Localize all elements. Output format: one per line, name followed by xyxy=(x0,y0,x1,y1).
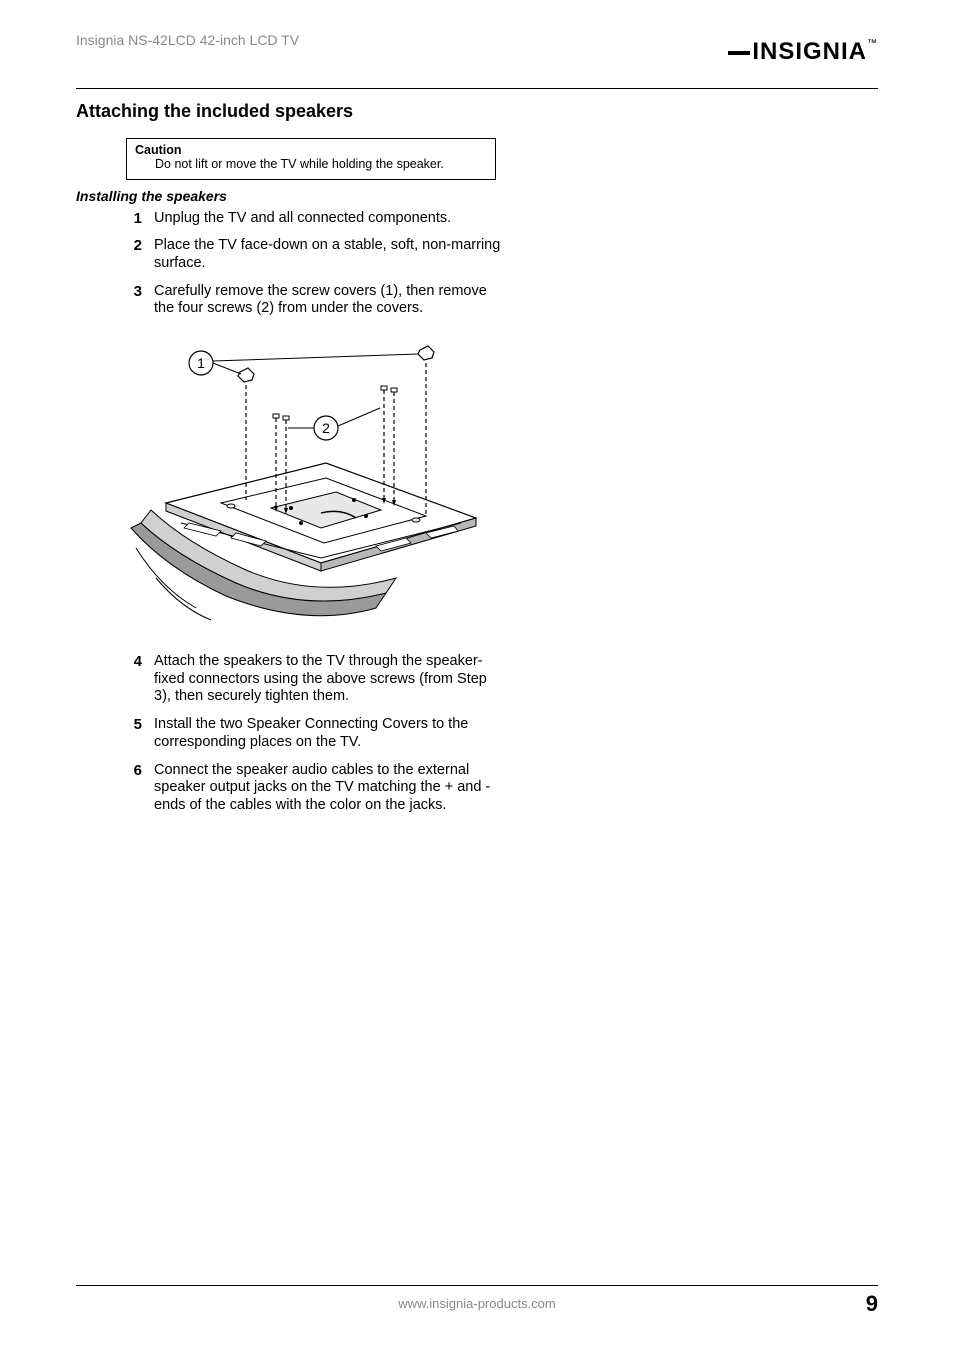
step-item: 5 Install the two Speaker Connecting Cov… xyxy=(126,716,506,751)
step-text: Place the TV face-down on a stable, soft… xyxy=(154,237,506,272)
caution-box: Caution Do not lift or move the TV while… xyxy=(126,138,496,180)
steps-list: 1 Unplug the TV and all connected compon… xyxy=(126,210,506,318)
step-number: 1 xyxy=(126,210,154,228)
section-title: Attaching the included speakers xyxy=(76,101,878,122)
callout-2: 2 xyxy=(322,420,330,436)
brand-logo: INSIGNIA™ xyxy=(728,38,878,66)
steps-list-continued: 4 Attach the speakers to the TV through … xyxy=(126,653,506,815)
step-text: Connect the speaker audio cables to the … xyxy=(154,762,506,815)
brand-text: INSIGNIA xyxy=(752,38,867,65)
assembly-diagram: 1 2 xyxy=(126,328,878,643)
step-item: 4 Attach the speakers to the TV through … xyxy=(126,653,506,706)
step-item: 1 Unplug the TV and all connected compon… xyxy=(126,210,506,228)
trademark-symbol: ™ xyxy=(867,38,878,49)
step-number: 2 xyxy=(126,237,154,272)
step-text: Attach the speakers to the TV through th… xyxy=(154,653,506,706)
caution-label: Caution xyxy=(135,143,487,157)
subheading: Installing the speakers xyxy=(76,188,878,204)
header-rule xyxy=(76,88,878,89)
step-number: 6 xyxy=(126,762,154,815)
logo-bar-icon xyxy=(728,51,750,55)
step-number: 5 xyxy=(126,716,154,751)
step-number: 4 xyxy=(126,653,154,706)
step-text: Carefully remove the screw covers (1), t… xyxy=(154,283,506,318)
page-number: 9 xyxy=(866,1291,878,1317)
step-text: Install the two Speaker Connecting Cover… xyxy=(154,716,506,751)
page-footer: www.insignia-products.com 9 xyxy=(76,1285,878,1311)
tv-assembly-illustration: 1 2 xyxy=(126,328,486,638)
caution-text: Do not lift or move the TV while holding… xyxy=(155,157,487,173)
step-text: Unplug the TV and all connected componen… xyxy=(154,210,451,228)
footer-url: www.insignia-products.com xyxy=(398,1296,556,1311)
step-item: 6 Connect the speaker audio cables to th… xyxy=(126,762,506,815)
step-item: 3 Carefully remove the screw covers (1),… xyxy=(126,283,506,318)
step-number: 3 xyxy=(126,283,154,318)
step-item: 2 Place the TV face-down on a stable, so… xyxy=(126,237,506,272)
callout-1: 1 xyxy=(197,355,205,371)
